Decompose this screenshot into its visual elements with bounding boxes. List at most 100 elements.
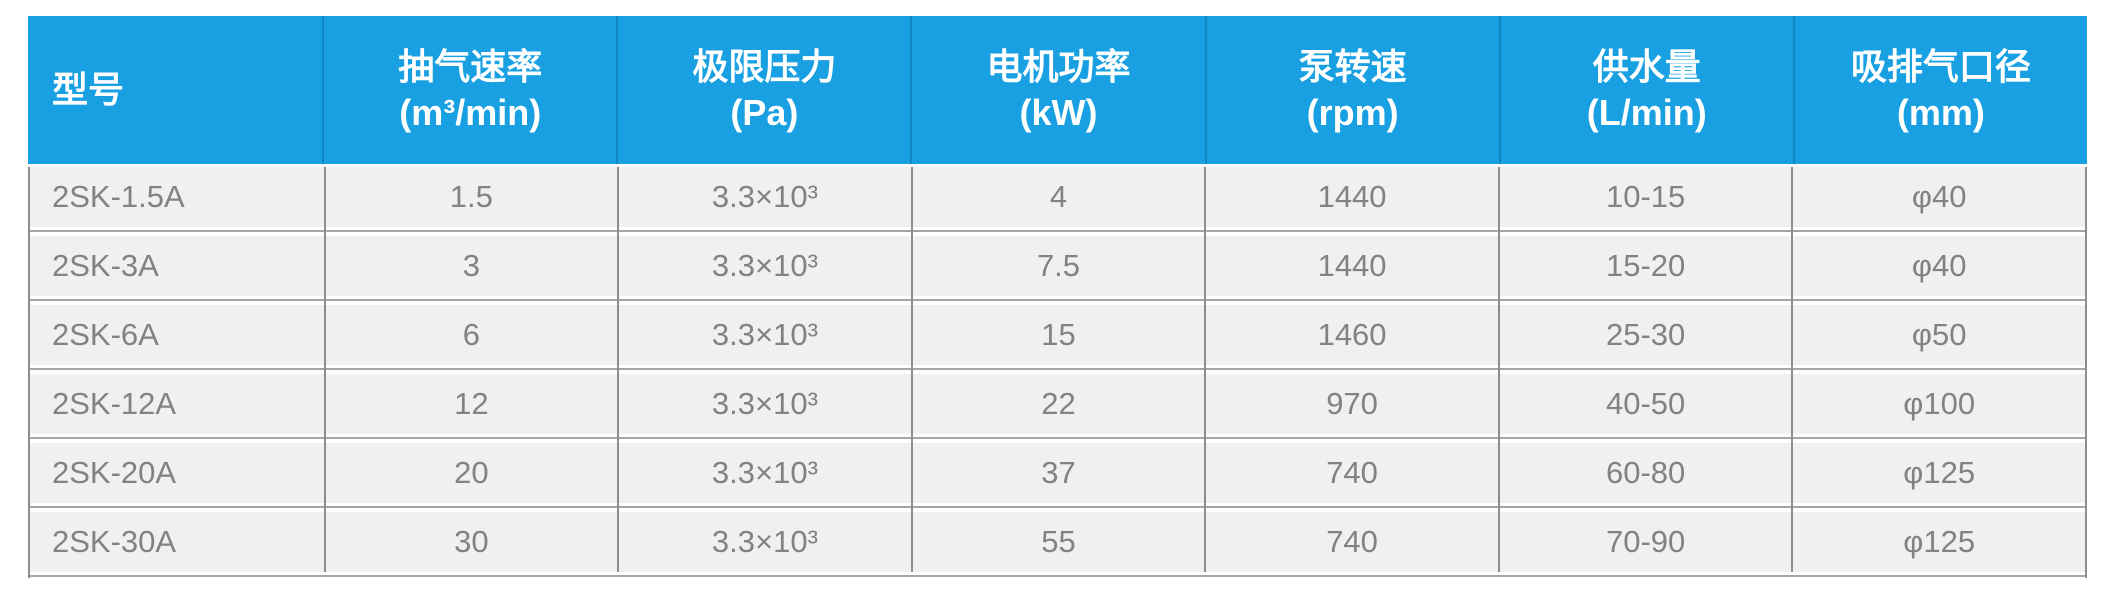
table-row: 2SK-30A 30 3.3×10³ 55 740 70-90 φ125 [28,512,2087,572]
value-cell: 1440 [1204,236,1498,296]
column-header-4: 泵转速 (rpm) [1204,16,1499,164]
model-cell: 2SK-30A [52,524,177,559]
value-cell: 3.3×10³ [617,167,911,227]
row-divider [28,365,2087,374]
column-label: 型号 [52,69,125,110]
column-unit: (Pa) [730,92,799,133]
row-divider [28,434,2087,443]
value-cell: 3.3×10³ [617,236,911,296]
column-header-6: 吸排气口径 (mm) [1792,16,2087,164]
table-row: 2SK-12A 12 3.3×10³ 22 970 40-50 φ100 [28,374,2087,434]
value-cell: 6 [323,305,618,365]
value-cell: φ125 [1791,443,2085,503]
row-divider-cell [1497,227,1792,236]
row-divider-cell [617,365,911,374]
row-divider-cell [617,296,911,305]
column-label: 极限压力 [692,46,837,87]
value-cell: 40-50 [1497,374,1792,434]
row-divider-cell [617,227,911,236]
value-cell: 15-20 [1497,236,1792,296]
value-cell: φ40 [1791,236,2085,296]
column-header-0: 型号 [28,16,322,164]
row-divider [28,503,2087,512]
value-cell: φ40 [1791,167,2085,227]
row-divider-cell [30,434,324,443]
row-divider-cell [323,227,618,236]
value-cell: 10-15 [1497,167,1792,227]
value-cell: 3.3×10³ [617,374,911,434]
column-label: 供水量 [1592,46,1701,87]
model-cell: 2SK-12A [52,386,177,421]
value-cell: 4 [910,167,1205,227]
value-cell: 25-30 [1497,305,1792,365]
value-cell: 37 [910,443,1205,503]
row-divider-cell [1497,365,1792,374]
table-row: 2SK-20A 20 3.3×10³ 37 740 60-80 φ125 [28,443,2087,503]
pump-spec-table: 型号 抽气速率 (m³/min) 极限压力 (Pa) 电机功率 (kW) 泵转速 (rpm) 供水… [28,16,2087,578]
row-divider-cell [1791,365,2085,374]
row-divider [28,296,2087,305]
row-divider-cell [323,434,618,443]
column-label: 抽气速率 [398,46,543,87]
row-divider-cell [1497,434,1792,443]
row-divider-cell [910,503,1205,512]
column-label: 吸排气口径 [1850,46,2031,87]
value-cell: 1460 [1204,305,1498,365]
value-cell: 30 [323,512,618,572]
row-divider-cell [910,296,1205,305]
row-divider-cell [910,365,1205,374]
column-header-3: 电机功率 (kW) [910,16,1204,164]
row-divider-cell [323,365,618,374]
table-row: 2SK-6A 6 3.3×10³ 15 1460 25-30 φ50 [28,305,2087,365]
value-cell: 60-80 [1497,443,1792,503]
row-divider-cell [617,434,911,443]
row-divider-cell [910,434,1205,443]
value-cell: φ125 [1791,512,2085,572]
row-divider-cell [1204,503,1498,512]
table-body: 2SK-1.5A 1.5 3.3×10³ 4 1440 10-15 φ40 2SK-3A 3 3.… [28,167,2087,578]
row-divider-cell [30,227,324,236]
column-header-1: 抽气速率 (m³/min) [322,16,616,164]
column-unit: (m³/min) [399,92,542,133]
row-divider-cell [30,503,324,512]
value-cell: 970 [1204,374,1498,434]
model-cell: 2SK-1.5A [52,179,185,214]
row-divider [28,227,2087,236]
column-label: 泵转速 [1298,46,1407,87]
row-divider-cell [1791,503,2085,512]
model-cell: 2SK-6A [52,317,159,352]
value-cell: 3.3×10³ [617,305,911,365]
value-cell: 7.5 [910,236,1205,296]
value-cell: φ100 [1791,374,2085,434]
value-cell: 3 [323,236,618,296]
row-divider-cell [617,503,911,512]
row-divider-cell [1204,296,1498,305]
table-bottom-rule [28,572,2087,578]
value-cell: 70-90 [1497,512,1792,572]
value-cell: 740 [1204,512,1498,572]
column-header-5: 供水量 (L/min) [1498,16,1793,164]
table-row: 2SK-3A 3 3.3×10³ 7.5 1440 15-20 φ40 [28,236,2087,296]
value-cell: 15 [910,305,1205,365]
column-unit: (kW) [1019,92,1098,133]
table-header-row: 型号 抽气速率 (m³/min) 极限压力 (Pa) 电机功率 (kW) 泵转速 (rpm) 供水… [28,16,2087,164]
row-divider-cell [1791,296,2085,305]
model-cell: 2SK-3A [52,248,159,283]
table-row: 2SK-1.5A 1.5 3.3×10³ 4 1440 10-15 φ40 [28,167,2087,227]
value-cell: 55 [910,512,1205,572]
value-cell: 22 [910,374,1205,434]
value-cell: 12 [323,374,618,434]
row-divider-cell [30,365,324,374]
row-divider-cell [323,503,618,512]
row-divider-cell [323,296,618,305]
model-cell: 2SK-20A [52,455,177,490]
row-divider-cell [1497,296,1792,305]
value-cell: 20 [323,443,618,503]
column-unit: (mm) [1896,92,1985,133]
value-cell: 740 [1204,443,1498,503]
row-divider-cell [1204,227,1498,236]
column-unit: (rpm) [1306,92,1399,133]
row-divider-cell [1791,434,2085,443]
row-divider-cell [1497,503,1792,512]
row-divider-cell [1204,434,1498,443]
